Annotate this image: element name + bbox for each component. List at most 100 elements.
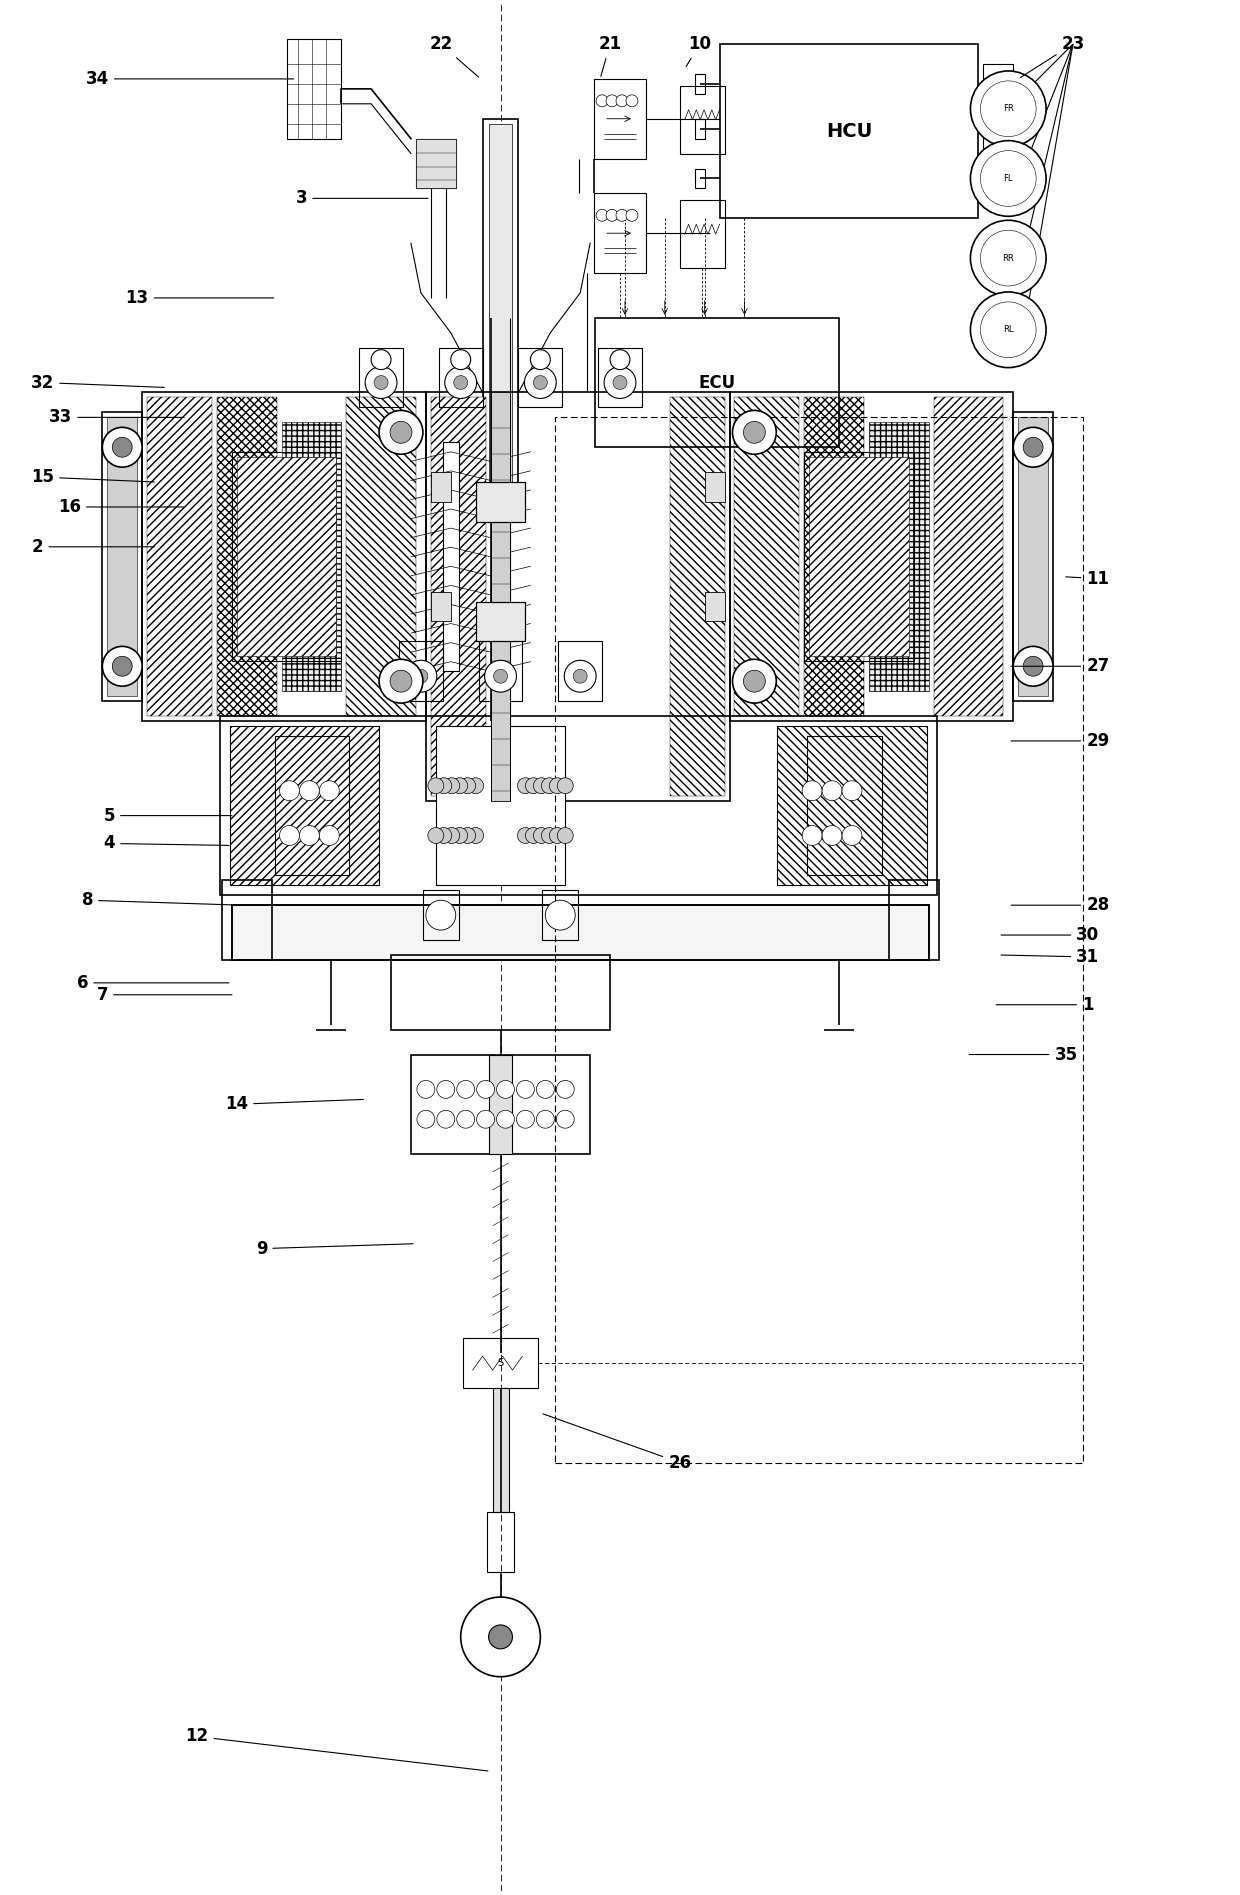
Bar (103, 413, 143, 701)
Bar (983, 64, 1013, 199)
Circle shape (456, 1080, 475, 1099)
Circle shape (103, 428, 143, 468)
Bar (594, 80, 646, 159)
Bar (443, 442, 459, 671)
Text: 5: 5 (104, 807, 232, 824)
Text: 22: 22 (429, 36, 479, 78)
Circle shape (557, 828, 573, 843)
Circle shape (842, 826, 862, 845)
Bar (108, 417, 138, 695)
Circle shape (299, 781, 320, 802)
Circle shape (391, 671, 412, 692)
Text: 28: 28 (1011, 896, 1110, 913)
Bar (346, 398, 415, 716)
Bar (556, 417, 1083, 1463)
Circle shape (596, 208, 608, 222)
Bar (399, 641, 443, 701)
Circle shape (113, 438, 133, 457)
Bar (680, 201, 724, 267)
Circle shape (414, 669, 428, 684)
Bar (729, 392, 1013, 720)
Bar (435, 726, 565, 885)
Circle shape (279, 781, 299, 802)
Bar (810, 457, 909, 656)
Bar (219, 716, 936, 894)
Text: 21: 21 (599, 36, 621, 76)
Circle shape (320, 781, 340, 802)
Circle shape (549, 777, 565, 794)
Bar (281, 423, 341, 692)
Circle shape (557, 1080, 574, 1099)
Circle shape (476, 1080, 495, 1099)
Circle shape (526, 828, 542, 843)
Circle shape (533, 375, 547, 390)
Circle shape (1023, 656, 1043, 677)
Text: 29: 29 (1011, 731, 1110, 750)
Text: HCU: HCU (826, 121, 872, 140)
Bar (489, 123, 512, 512)
Bar (415, 138, 456, 188)
Circle shape (428, 777, 444, 794)
Text: S: S (497, 1359, 503, 1368)
Circle shape (517, 1110, 534, 1128)
Circle shape (971, 220, 1047, 296)
Bar (286, 40, 341, 138)
Bar (232, 906, 929, 961)
Text: 10: 10 (686, 36, 712, 66)
Circle shape (517, 1080, 534, 1099)
Text: 34: 34 (86, 70, 294, 87)
Circle shape (604, 366, 636, 398)
Bar (694, 119, 704, 138)
Bar (430, 398, 486, 796)
Circle shape (436, 1080, 455, 1099)
Circle shape (517, 777, 533, 794)
Bar (491, 392, 511, 802)
Circle shape (610, 351, 630, 370)
Bar (148, 398, 212, 716)
Bar (694, 169, 704, 188)
Circle shape (103, 646, 143, 686)
Circle shape (606, 95, 618, 106)
Circle shape (744, 421, 765, 443)
Bar (229, 726, 379, 885)
Bar (704, 472, 724, 502)
Bar (518, 347, 562, 407)
Bar (719, 44, 978, 218)
Circle shape (542, 828, 557, 843)
Bar (670, 398, 724, 796)
Text: 31: 31 (1001, 948, 1100, 966)
Bar (1018, 417, 1048, 695)
Circle shape (391, 421, 412, 443)
Bar (777, 726, 926, 885)
Bar (807, 735, 882, 875)
Circle shape (613, 375, 627, 390)
Circle shape (405, 659, 436, 692)
Circle shape (971, 292, 1047, 368)
Text: 11: 11 (1066, 570, 1110, 587)
Bar (595, 318, 839, 447)
Text: 14: 14 (226, 1095, 363, 1112)
Circle shape (417, 1080, 435, 1099)
Circle shape (971, 70, 1047, 146)
Text: ECU: ECU (698, 373, 735, 392)
Bar (1013, 413, 1053, 701)
Text: 33: 33 (48, 409, 185, 426)
Text: RL: RL (1003, 326, 1013, 334)
Bar (558, 641, 603, 701)
Circle shape (981, 150, 1037, 207)
Circle shape (379, 659, 423, 703)
Text: 2: 2 (32, 538, 154, 555)
Text: 35: 35 (970, 1046, 1078, 1063)
Circle shape (451, 351, 471, 370)
Circle shape (573, 669, 588, 684)
Circle shape (454, 375, 467, 390)
Circle shape (842, 781, 862, 802)
Text: 30: 30 (1001, 927, 1100, 944)
Text: 4: 4 (103, 834, 229, 853)
Circle shape (1023, 438, 1043, 457)
Circle shape (537, 1080, 554, 1099)
Text: RR: RR (1002, 254, 1014, 263)
Circle shape (822, 781, 842, 802)
Circle shape (417, 1110, 435, 1128)
Circle shape (476, 1110, 495, 1128)
